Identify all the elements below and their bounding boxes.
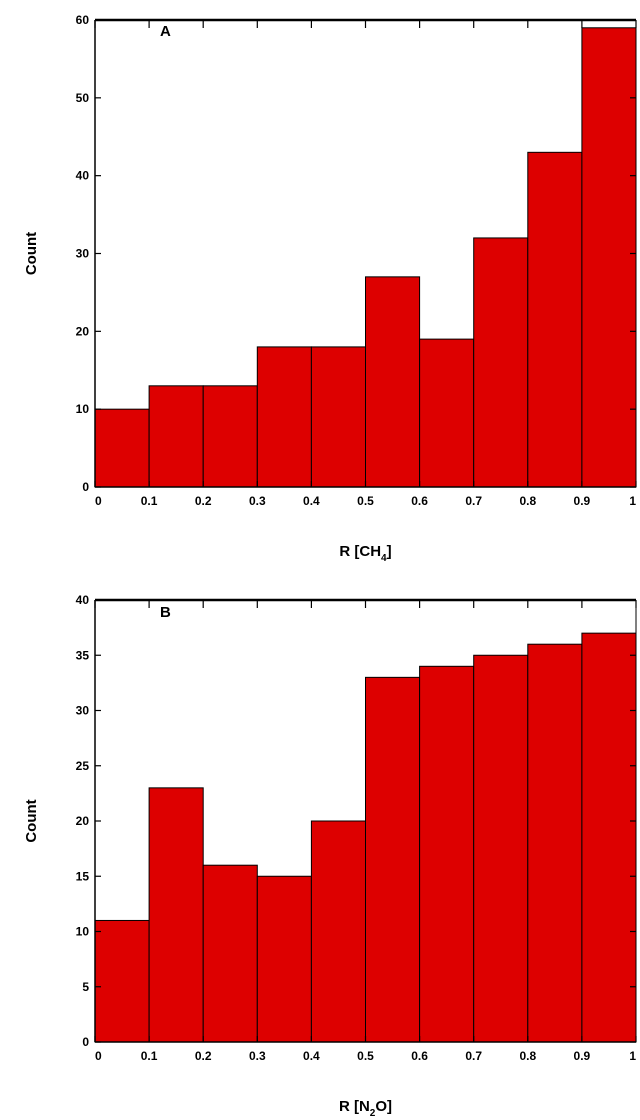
chart-a-bar-8 [473, 237, 529, 488]
chart-b-x-tick-label: 0.4 [303, 1049, 320, 1063]
chart-a-x-axis-title-subscript: 4 [381, 553, 387, 564]
chart-a-x-tick-label: 0 [95, 494, 102, 508]
chart-b-x-tick-label: 0.9 [574, 1049, 591, 1063]
chart-b-y-tick-label: 30 [76, 704, 90, 718]
chart-a-panel: 0 10 20 30 40 50 60 0 0.1 0.2 0.3 0.4 0.5 0.6 0.7 0.8 0.… [23, 13, 637, 564]
chart-a-x-tick-label: 0.2 [195, 494, 212, 508]
chart-b-y-tick-label: 35 [76, 648, 90, 662]
chart-a-bar-5 [310, 346, 366, 488]
chart-a-x-axis-title-end: ] [387, 543, 392, 560]
chart-b-x-axis-title-end: O] [375, 1098, 392, 1115]
chart-a-bar-1 [94, 408, 150, 488]
chart-a-y-tick-label: 0 [82, 480, 89, 494]
chart-b-x-tick-label: 0.3 [249, 1049, 266, 1063]
chart-b-x-axis-title: R [N2O] [339, 1098, 392, 1119]
chart-a-x-tick-label: 0.4 [303, 494, 320, 508]
chart-a-x-tick-label: 0.6 [411, 494, 428, 508]
chart-b-bar-9 [527, 643, 583, 1043]
chart-b-x-tick-label: 0.1 [141, 1049, 158, 1063]
chart-b-bar-6 [365, 676, 421, 1043]
chart-a-x-tick-label: 0.3 [249, 494, 266, 508]
chart-a-y-tick-label: 30 [76, 247, 90, 261]
chart-b-x-tick-label: 0.2 [195, 1049, 212, 1063]
chart-a-bar-2 [148, 385, 204, 488]
chart-b-x-axis-title-subscript: 2 [370, 1108, 376, 1119]
chart-a-x-tick-label: 1 [629, 494, 636, 508]
chart-a-bar-4 [256, 346, 312, 488]
chart-b-bar-5 [310, 820, 366, 1043]
chart-b-y-axis-title: Count [23, 799, 40, 842]
chart-a-y-axis-title: Count [23, 232, 40, 275]
chart-a-bar-3 [202, 385, 258, 488]
chart-b-x-tick-label: 0.7 [465, 1049, 482, 1063]
chart-b-bar-1 [94, 919, 150, 1043]
chart-a-x-axis-title: R [CH4] [339, 543, 391, 564]
chart-b-x-tick-label: 0.6 [411, 1049, 428, 1063]
chart-b-x-tick-label: 0.5 [357, 1049, 374, 1063]
chart-a-bar-6 [365, 276, 421, 488]
chart-b-bar-7 [419, 665, 475, 1043]
chart-a-y-tick-label: 40 [76, 169, 90, 183]
chart-b-y-tick-label: 5 [82, 980, 89, 994]
chart-a-y-tick-label: 60 [76, 13, 90, 27]
chart-b-y-tick-label: 15 [76, 869, 90, 883]
chart-b-y-tick-label: 40 [76, 593, 90, 607]
chart-b-x-tick-label: 0.8 [519, 1049, 536, 1063]
chart-b-y-tick-label: 0 [82, 1035, 89, 1049]
chart-a-x-tick-label: 0.8 [519, 494, 536, 508]
chart-b-bar-3 [202, 864, 258, 1043]
chart-a-bar-7 [419, 338, 475, 488]
chart-a-y-tick-label: 50 [76, 91, 90, 105]
chart-a-x-tick-label: 0.7 [465, 494, 482, 508]
chart-a-x-tick-label: 0.9 [574, 494, 591, 508]
chart-b-bar-8 [473, 654, 529, 1043]
chart-a-bar-10 [581, 27, 637, 488]
chart-a-x-axis-title-main: R [CH [339, 543, 381, 560]
chart-a-x-tick-label: 0.1 [141, 494, 158, 508]
chart-b-x-tick-label: 1 [629, 1049, 636, 1063]
chart-b-bar-4 [256, 875, 312, 1043]
chart-a-panel-label: A [160, 23, 171, 40]
chart-b-panel-label: B [160, 604, 171, 621]
chart-a-bar-9 [527, 151, 583, 488]
chart-b-x-axis-title-main: R [N [339, 1098, 370, 1115]
chart-b-bar-2 [148, 787, 204, 1043]
chart-b-x-tick-label: 0 [95, 1049, 102, 1063]
chart-b-y-tick-label: 20 [76, 814, 90, 828]
chart-a-y-tick-label: 10 [76, 402, 90, 416]
chart-b-y-tick-label: 25 [76, 759, 90, 773]
chart-b-bar-10 [581, 632, 637, 1043]
chart-b-panel: 0 5 10 15 20 25 30 35 40 0 0.1 0.2 0.3 0.4 0.5 0.6 0.7 0.… [23, 593, 637, 1119]
chart-b-y-tick-label: 10 [76, 925, 90, 939]
chart-a-x-tick-label: 0.5 [357, 494, 374, 508]
chart-a-y-tick-label: 20 [76, 324, 90, 338]
